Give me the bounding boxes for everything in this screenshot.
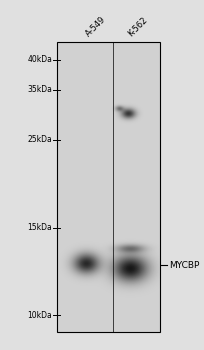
Text: 40kDa: 40kDa bbox=[27, 56, 52, 64]
Text: A-549: A-549 bbox=[84, 14, 107, 38]
Text: 15kDa: 15kDa bbox=[27, 224, 52, 232]
Text: 10kDa: 10kDa bbox=[27, 310, 52, 320]
Text: 35kDa: 35kDa bbox=[27, 85, 52, 94]
Text: K-562: K-562 bbox=[127, 15, 150, 38]
Bar bbox=[57, 42, 160, 332]
Text: 25kDa: 25kDa bbox=[27, 135, 52, 145]
Text: MYCBP: MYCBP bbox=[169, 260, 199, 270]
Bar bbox=[57, 42, 160, 332]
